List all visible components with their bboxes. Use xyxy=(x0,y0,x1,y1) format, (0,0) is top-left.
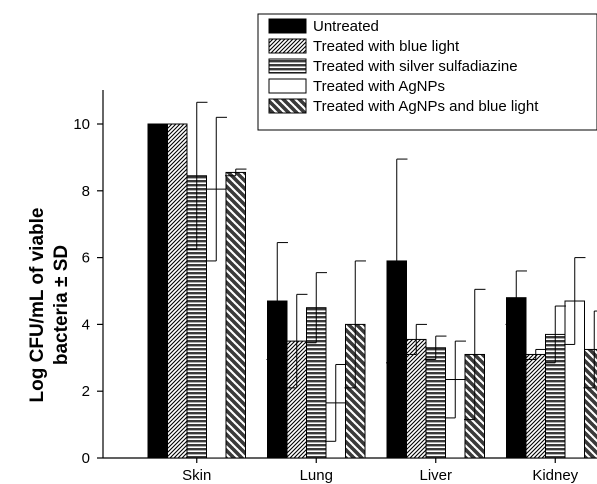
legend-label: Treated with silver sulfadiazine xyxy=(313,58,518,75)
y-tick-label: 6 xyxy=(82,250,90,267)
legend-swatch xyxy=(268,58,307,74)
bar xyxy=(167,123,188,459)
legend-label: Treated with blue light xyxy=(313,38,460,55)
bar xyxy=(525,353,546,459)
legend-swatch xyxy=(268,18,307,34)
bars xyxy=(147,123,597,459)
y-tick-label: 0 xyxy=(82,450,90,467)
legend-box xyxy=(257,13,597,131)
bar xyxy=(406,338,427,459)
legend-label: Untreated xyxy=(313,18,379,35)
y-tick-label: 4 xyxy=(82,316,90,333)
x-tick-label: Liver xyxy=(419,467,452,484)
x-tick-label: Lung xyxy=(300,467,333,484)
legend-swatch xyxy=(268,98,307,114)
y-tick-label: 8 xyxy=(82,183,90,200)
legend-swatch xyxy=(268,78,307,94)
y-axis-label-line-1: Log CFU/mL of viable xyxy=(27,208,48,403)
y-tick-label: 2 xyxy=(82,383,90,400)
x-ticks: Skin Lung Liver Kidney xyxy=(182,458,579,484)
legend-swatch xyxy=(268,38,307,54)
legend-label: Treated with AgNPs and blue light xyxy=(313,98,539,115)
x-tick-label: Kidney xyxy=(532,467,578,484)
legend: Untreated Treated with blue light Treated … xyxy=(257,13,597,131)
y-ticks: 0 2 4 6 8 10 xyxy=(73,116,103,467)
bar xyxy=(425,347,446,459)
bar xyxy=(584,348,597,459)
bar xyxy=(225,171,246,459)
legend-label: Treated with AgNPs xyxy=(313,78,445,95)
y-tick-label: 10 xyxy=(73,116,90,133)
y-axis-label-line-2: bacteria ± SD xyxy=(51,245,72,365)
error-bars xyxy=(186,101,597,442)
x-tick-label: Skin xyxy=(182,467,211,484)
bar xyxy=(147,123,168,459)
